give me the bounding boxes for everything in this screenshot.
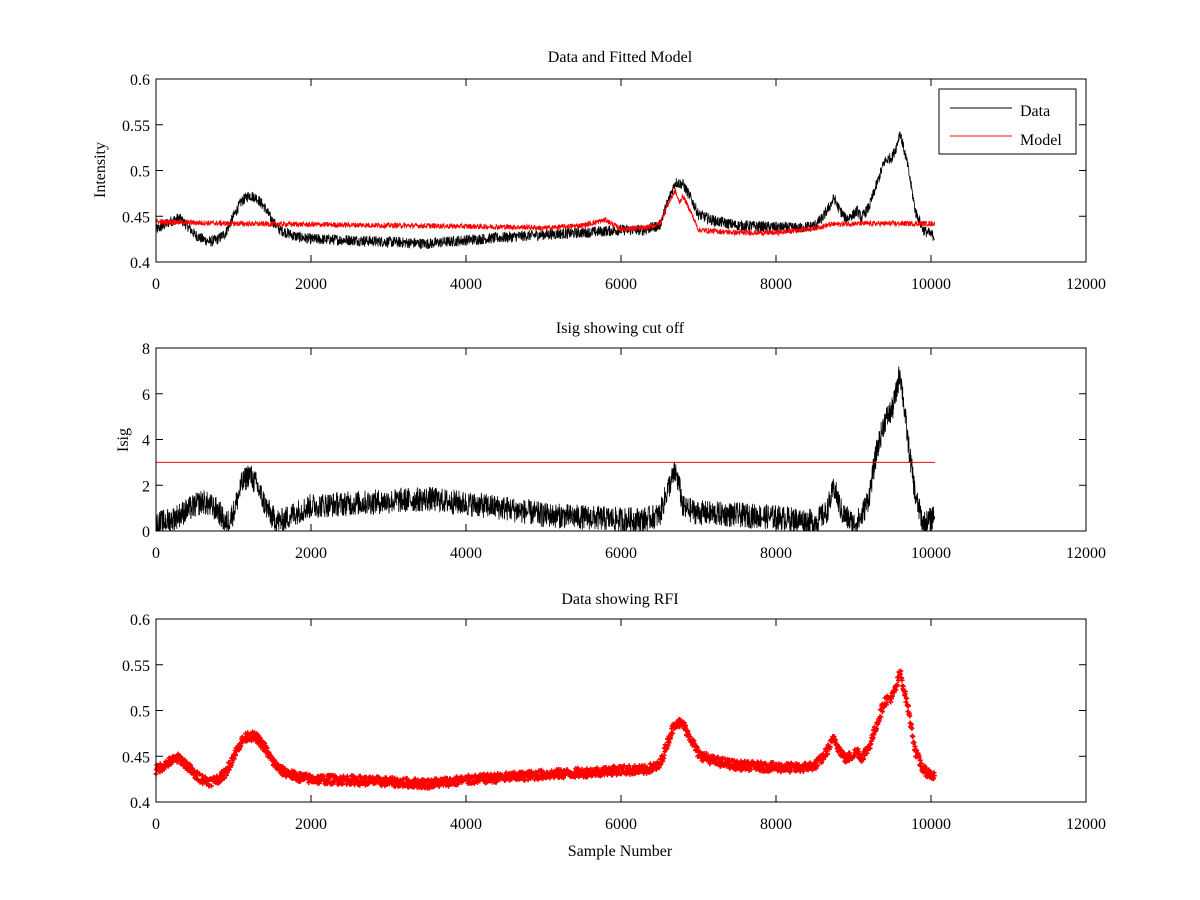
x-tick-label: 10000	[911, 545, 951, 562]
tick-layer: 0 2000 4000 6000 8000 10000 12000 0 2 4 6 8	[142, 341, 1106, 562]
y-tick-label: 0.45	[122, 209, 150, 226]
x-tick-label: 10000	[911, 276, 951, 293]
y-axis-label: Isig	[115, 428, 132, 452]
x-tick-label: 6000	[605, 276, 637, 293]
x-tick-label: 0	[152, 816, 160, 833]
tick-layer: 0 2000 4000 6000 8000 10000 12000 0.4 0.45 0.5 0.5…	[122, 612, 1106, 833]
legend-entry-model: Model	[1020, 132, 1062, 149]
axes-box	[155, 78, 1087, 263]
y-axis-label: Intensity	[92, 142, 109, 198]
legend-box	[938, 88, 1077, 155]
panel-title: Isig showing cut off	[556, 320, 685, 337]
y-tick-label: 6	[142, 387, 150, 404]
y-tick-label: 0.6	[130, 612, 150, 629]
plot-area	[156, 348, 1086, 531]
x-tick-label: 12000	[1066, 545, 1106, 562]
legend-entry-data: Data	[1020, 103, 1050, 120]
y-tick-label: 0.5	[130, 704, 150, 721]
panel-data-showing-rfi: Data showing RFI 0 2000 4000 6000 8000 10000 1…	[122, 591, 1106, 860]
x-tick-label: 2000	[295, 545, 327, 562]
y-tick-label: 0.4	[130, 795, 150, 812]
y-tick-label: 0.55	[122, 118, 150, 135]
y-tick-label: 0.45	[122, 749, 150, 766]
y-tick-label: 0.55	[122, 658, 150, 675]
x-tick-label: 4000	[450, 545, 482, 562]
series-line-model	[155, 188, 935, 237]
x-tick-label: 0	[152, 276, 160, 293]
y-tick-label: 0.6	[130, 72, 150, 89]
y-tick-label: 0.4	[130, 255, 150, 272]
legend: Data Model	[938, 88, 1077, 155]
axes-box	[155, 618, 1087, 803]
panel-isig-showing-cut-off: Isig showing cut off Isig 0 2000 4000 6000 8…	[115, 320, 1106, 562]
x-tick-label: 8000	[760, 545, 792, 562]
y-tick-label: 2	[142, 478, 150, 495]
axes-box	[155, 347, 1087, 532]
y-tick-label: 0	[142, 524, 150, 541]
series-layer	[155, 366, 935, 532]
panel-data-and-fitted-model: Data and Fitted Model Intensity 0 2000 400…	[92, 49, 1106, 293]
x-tick-label: 8000	[760, 816, 792, 833]
x-tick-label: 2000	[295, 276, 327, 293]
x-tick-label: 4000	[450, 816, 482, 833]
x-tick-label: 12000	[1066, 816, 1106, 833]
x-tick-label: 6000	[605, 816, 637, 833]
x-tick-label: 6000	[605, 545, 637, 562]
x-tick-label: 2000	[295, 816, 327, 833]
tick-layer: 0 2000 4000 6000 8000 10000 12000 0.4 0.45 0.5 0.5…	[122, 72, 1106, 293]
panel-title: Data showing RFI	[561, 591, 678, 608]
y-tick-label: 8	[142, 341, 150, 358]
x-tick-label: 10000	[911, 816, 951, 833]
panel-title: Data and Fitted Model	[548, 49, 693, 66]
y-tick-label: 4	[142, 433, 150, 450]
x-tick-label: 12000	[1066, 276, 1106, 293]
x-tick-label: 4000	[450, 276, 482, 293]
x-tick-label: 8000	[760, 276, 792, 293]
y-tick-label: 0.5	[130, 164, 150, 181]
series-layer	[155, 131, 935, 250]
x-tick-label: 0	[152, 545, 160, 562]
x-axis-label: Sample Number	[568, 843, 673, 860]
series-line-series-0	[155, 366, 935, 532]
